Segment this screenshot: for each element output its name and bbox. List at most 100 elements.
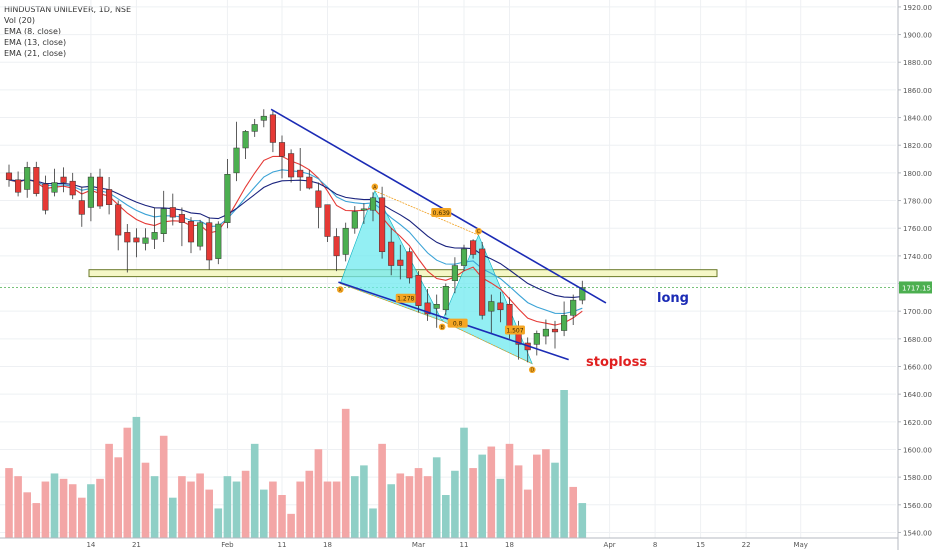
price-tick-label: 1760.00 <box>903 225 932 233</box>
time-tick-label: Mar <box>412 541 425 549</box>
pattern-point-b: B <box>440 325 444 331</box>
ratio-label-2: 1.278 <box>397 296 414 303</box>
volume-bar <box>68 484 77 538</box>
candle-body <box>169 207 176 218</box>
candle-body <box>197 222 204 247</box>
price-tick-label: 1580.00 <box>903 474 932 482</box>
candle-body <box>415 274 422 306</box>
volume-bar <box>396 473 405 538</box>
legend-volume: Vol (20) <box>4 16 35 25</box>
candle-body <box>124 232 131 243</box>
candle-body <box>379 197 386 252</box>
candle-body <box>369 197 377 211</box>
candle-body <box>297 169 304 178</box>
pattern-point-c-marker <box>475 227 482 235</box>
pattern-point-b-marker <box>438 323 446 331</box>
candle-body <box>187 221 195 243</box>
legend-symbol: HINDUSTAN UNILEVER, 1D, NSE <box>4 5 132 14</box>
time-tick-label: 8 <box>653 541 657 549</box>
candle-body <box>142 237 149 244</box>
volume-bar <box>451 470 459 538</box>
candle-body <box>224 174 231 223</box>
candle-body <box>215 223 222 259</box>
ema-lines <box>8 155 583 326</box>
price-tick-label: 1820.00 <box>903 142 932 150</box>
pattern-xb-line <box>340 283 443 322</box>
volume-bars <box>5 390 587 538</box>
volume-bar <box>542 449 550 538</box>
legend-ema-8: EMA (8, close) <box>4 27 61 36</box>
price-tick-label: 1540.00 <box>903 529 932 537</box>
legend-ema-21: EMA (21, close) <box>4 49 67 58</box>
volume-bar <box>196 473 204 538</box>
pattern-bd-line <box>441 320 533 365</box>
pattern-point-x: X <box>339 288 343 294</box>
time-tick-label: May <box>793 541 807 549</box>
time-tick-label: 11 <box>460 541 469 549</box>
volume-bar <box>260 489 268 538</box>
volume-bar <box>32 503 41 538</box>
price-tag-label: 1717.15 <box>902 284 931 292</box>
volume-bar <box>241 470 250 538</box>
pattern-ac-line <box>374 190 479 236</box>
candle-body <box>87 176 94 208</box>
candle-body <box>579 287 586 301</box>
price-tick-label: 1660.00 <box>903 364 932 372</box>
volume-bar <box>533 454 541 538</box>
volume-bar <box>360 465 368 538</box>
candle-body <box>442 286 449 311</box>
candle-body <box>542 328 549 337</box>
volume-bar <box>478 454 486 538</box>
price-tick-label: 1740.00 <box>903 253 932 261</box>
volume-bar <box>23 492 31 538</box>
volume-bar <box>114 457 122 538</box>
candles <box>5 109 586 363</box>
candle-body <box>406 251 413 279</box>
candle-body <box>115 204 122 236</box>
candle-body <box>233 147 240 174</box>
candle-body <box>269 114 276 143</box>
ema-8-line <box>8 155 583 326</box>
candle-body <box>324 204 331 237</box>
volume-bar <box>178 476 186 538</box>
volume-bar <box>387 484 395 538</box>
candle-body <box>424 302 431 315</box>
time-tick-label: 14 <box>86 541 95 549</box>
time-tick-label: 21 <box>132 541 141 549</box>
price-tick-label: 1920.00 <box>903 4 932 12</box>
ema-21-line <box>8 179 583 298</box>
price-tick-label: 1860.00 <box>903 87 932 95</box>
volume-bar <box>205 489 213 538</box>
volume-bar <box>123 427 132 538</box>
volume-bar <box>569 486 577 538</box>
candle-body <box>451 265 458 282</box>
volume-bar <box>50 473 59 538</box>
volume-bar <box>278 495 286 538</box>
candle-body <box>460 248 468 266</box>
price-tick-label: 1840.00 <box>903 115 932 123</box>
volume-bar <box>14 476 22 538</box>
ratio-label-3: 0.8 <box>453 321 463 328</box>
candle-body <box>206 222 213 261</box>
candle-body <box>570 299 577 316</box>
candle-body <box>42 183 49 211</box>
candle-body <box>533 333 540 345</box>
candle-body <box>497 302 504 311</box>
price-tick-label: 1700.00 <box>903 308 932 316</box>
candle-body <box>333 236 340 257</box>
volume-bar <box>87 484 95 538</box>
candle-body <box>24 167 31 190</box>
support-zone <box>0 269 896 288</box>
candle-body <box>351 211 358 229</box>
volume-bar <box>5 468 13 538</box>
volume-bar <box>305 470 314 538</box>
annotation-labels: X A B C D 0.639 1.278 0.8 1.507 <box>336 183 536 374</box>
candle-body <box>160 208 167 234</box>
upper-trendline <box>270 108 607 304</box>
candle-body <box>33 167 40 194</box>
volume-bar <box>341 408 350 538</box>
volume-bar <box>250 443 259 538</box>
price-tick-label: 1880.00 <box>903 59 932 67</box>
